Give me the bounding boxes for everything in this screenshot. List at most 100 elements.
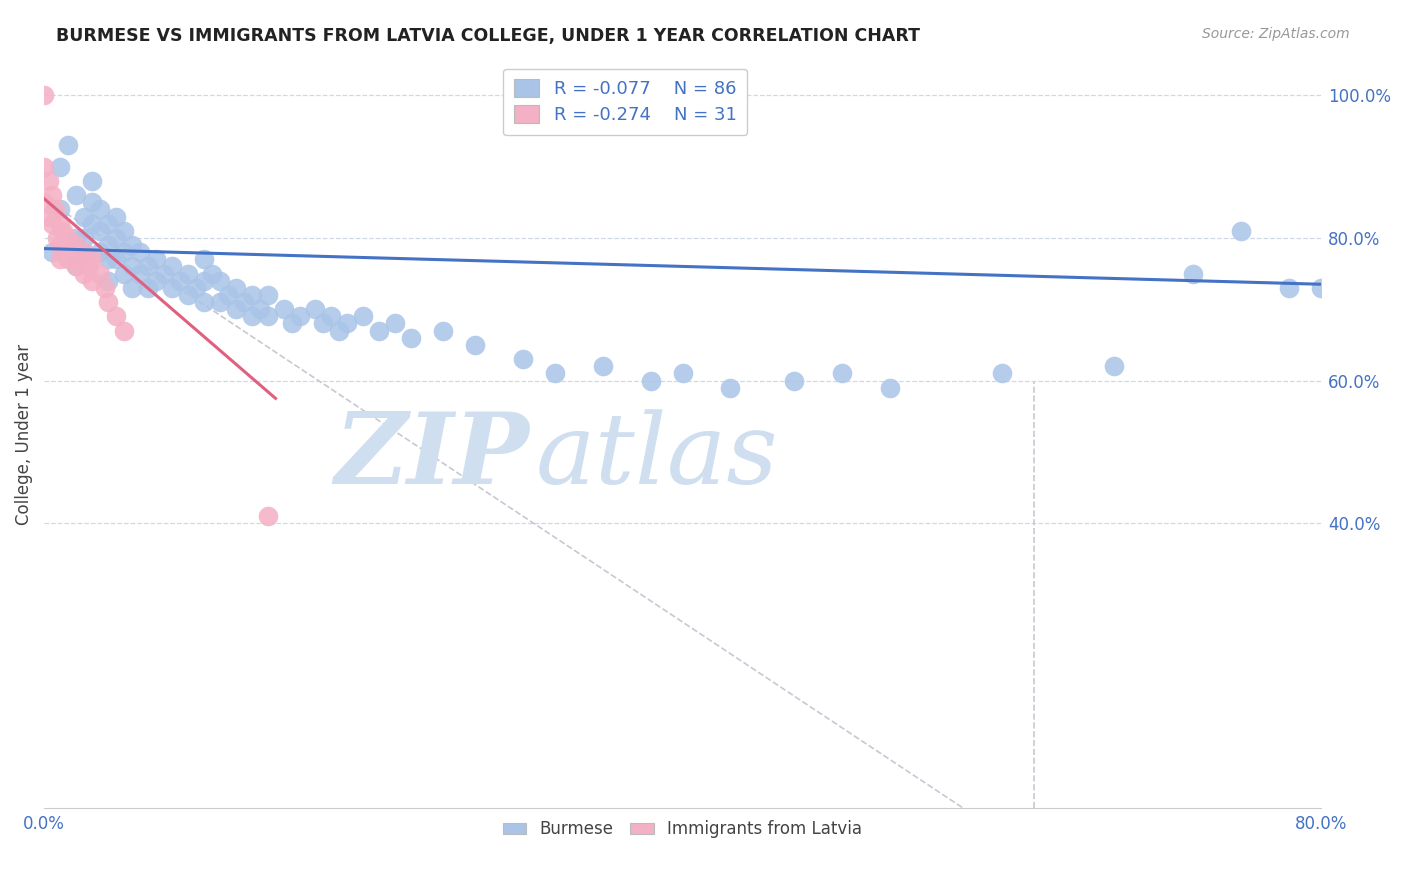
Point — [56, 231, 79, 245]
Point — [45, 231, 67, 245]
Point — [104, 252, 127, 267]
Point — [991, 367, 1014, 381]
Point — [38, 174, 60, 188]
Point — [177, 267, 200, 281]
Point — [89, 267, 111, 281]
Point — [1230, 224, 1253, 238]
Point — [184, 281, 207, 295]
Point — [321, 310, 343, 324]
Point — [32, 88, 55, 103]
Point — [121, 260, 143, 274]
Point — [1310, 281, 1333, 295]
Point — [153, 267, 176, 281]
Point — [56, 138, 79, 153]
Point — [65, 238, 87, 252]
Point — [304, 302, 326, 317]
Point — [121, 238, 143, 252]
Point — [128, 267, 150, 281]
Point — [201, 267, 224, 281]
Point — [65, 260, 87, 274]
Point — [80, 217, 103, 231]
Point — [217, 288, 239, 302]
Point — [80, 252, 103, 267]
Point — [256, 509, 278, 524]
Point — [336, 317, 359, 331]
Point — [49, 202, 72, 217]
Point — [160, 260, 183, 274]
Point — [104, 310, 127, 324]
Point — [80, 174, 103, 188]
Point — [879, 381, 901, 395]
Point — [49, 238, 72, 252]
Legend: Burmese, Immigrants from Latvia: Burmese, Immigrants from Latvia — [496, 814, 869, 845]
Point — [112, 224, 135, 238]
Point — [136, 281, 159, 295]
Point — [97, 217, 120, 231]
Point — [97, 252, 120, 267]
Point — [177, 288, 200, 302]
Point — [65, 260, 87, 274]
Point — [97, 238, 120, 252]
Text: Source: ZipAtlas.com: Source: ZipAtlas.com — [1202, 27, 1350, 41]
Point — [169, 274, 191, 288]
Point — [368, 324, 391, 338]
Text: BURMESE VS IMMIGRANTS FROM LATVIA COLLEGE, UNDER 1 YEAR CORRELATION CHART: BURMESE VS IMMIGRANTS FROM LATVIA COLLEG… — [56, 27, 921, 45]
Point — [136, 260, 159, 274]
Point — [97, 295, 120, 310]
Point — [62, 245, 84, 260]
Point — [49, 160, 72, 174]
Point — [41, 245, 63, 260]
Point — [1102, 359, 1125, 374]
Point — [1182, 267, 1205, 281]
Point — [432, 324, 454, 338]
Point — [640, 374, 662, 388]
Point — [464, 338, 486, 352]
Point — [512, 352, 534, 367]
Point — [77, 260, 100, 274]
Point — [240, 310, 263, 324]
Point — [273, 302, 295, 317]
Point — [384, 317, 406, 331]
Point — [89, 202, 111, 217]
Point — [831, 367, 853, 381]
Point — [38, 210, 60, 224]
Point — [399, 331, 422, 345]
Point — [89, 245, 111, 260]
Point — [208, 274, 231, 288]
Point — [67, 252, 90, 267]
Point — [32, 160, 55, 174]
Point — [592, 359, 614, 374]
Point — [73, 245, 96, 260]
Point — [128, 245, 150, 260]
Point — [232, 295, 254, 310]
Point — [73, 210, 96, 224]
Point — [288, 310, 311, 324]
Point — [73, 267, 96, 281]
Point — [240, 288, 263, 302]
Point — [41, 188, 63, 202]
Point — [312, 317, 335, 331]
Point — [73, 231, 96, 245]
Point — [352, 310, 374, 324]
Point — [280, 317, 302, 331]
Point — [225, 302, 247, 317]
Point — [52, 245, 75, 260]
Text: ZIP: ZIP — [335, 409, 529, 505]
Point — [97, 274, 120, 288]
Point — [145, 274, 167, 288]
Y-axis label: College, Under 1 year: College, Under 1 year — [15, 343, 32, 524]
Point — [225, 281, 247, 295]
Point — [1278, 281, 1301, 295]
Point — [112, 324, 135, 338]
Point — [193, 252, 215, 267]
Point — [89, 224, 111, 238]
Point — [41, 217, 63, 231]
Text: atlas: atlas — [536, 409, 779, 504]
Point — [720, 381, 742, 395]
Point — [783, 374, 806, 388]
Point — [56, 252, 79, 267]
Point — [193, 274, 215, 288]
Point — [65, 188, 87, 202]
Point — [249, 302, 271, 317]
Point — [80, 274, 103, 288]
